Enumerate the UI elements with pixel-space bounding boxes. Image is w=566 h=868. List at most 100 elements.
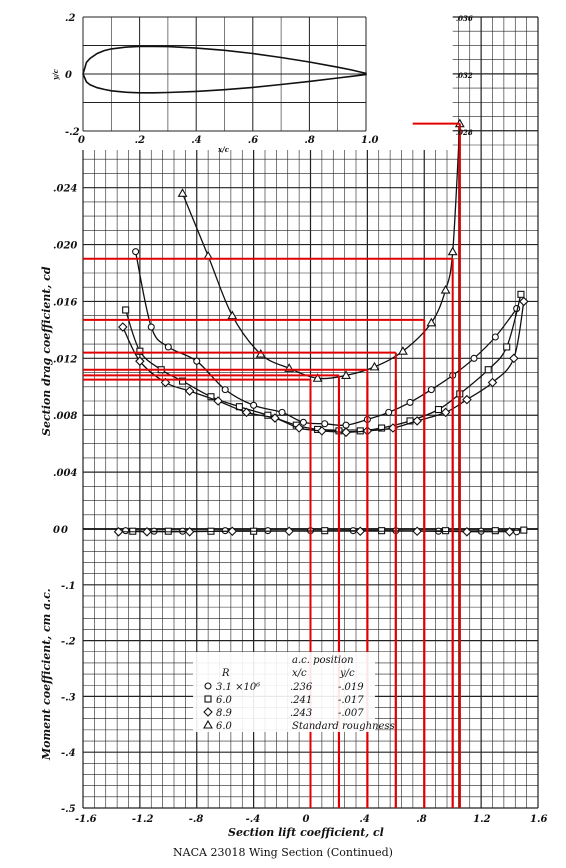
legend-yc: -.019: [338, 682, 364, 693]
drag-point-diamond: [184, 386, 195, 396]
drag-point-circle: [491, 333, 499, 341]
profile-y-tick: 0: [65, 70, 72, 81]
x-tick: -1.2: [132, 814, 154, 825]
profile-x-tick: .2: [135, 135, 145, 146]
legend-marker-diamond: [203, 707, 213, 717]
profile-x-tick: 1.0: [361, 135, 378, 146]
moment-point-square: [491, 527, 499, 535]
drag-point-circle: [193, 357, 201, 365]
drag-point-triangle: [177, 188, 188, 197]
drag-point-triangle: [312, 373, 323, 382]
profile-x-tick: .8: [304, 135, 314, 146]
legend-header-xc: x/c: [292, 668, 307, 679]
moment-point-diamond: [142, 527, 152, 537]
legend-header-yc: y/c: [339, 668, 355, 679]
moment-point-diamond: [184, 527, 195, 537]
moment-tick: -.4: [61, 748, 76, 759]
drag-point-square: [136, 347, 144, 355]
drag-point-square: [503, 343, 511, 351]
red-annotation-lines: [83, 122, 461, 808]
drag-point-diamond: [135, 356, 145, 366]
profile-x-tick: 0: [78, 135, 85, 146]
drag-point-square: [378, 424, 386, 432]
drag-tick: .020: [53, 241, 77, 252]
drag-point-triangle: [447, 246, 458, 256]
drag-point-circle: [221, 386, 229, 394]
drag-point-circle: [147, 323, 155, 331]
moment-point-circle: [122, 527, 130, 535]
drag-point-square: [434, 405, 443, 414]
profile-y-label: y/c: [51, 68, 60, 81]
moment-tick: -.1: [61, 581, 76, 592]
x-tick: 1.6: [530, 814, 547, 825]
moment-point-circle: [221, 527, 229, 535]
legend-yc: -.017: [338, 695, 364, 706]
legend-header-ac: a.c. position: [292, 655, 354, 666]
moment-tick: 0: [61, 525, 68, 536]
legend: a.c. position R x/c y/c 3.1 ×10⁶ .236 -.01…: [193, 652, 395, 732]
moment-point-square: [129, 527, 137, 535]
legend-xc: .243: [290, 708, 312, 719]
legend-yc: -.007: [338, 708, 364, 719]
moment-point-diamond: [113, 527, 124, 537]
moment-axis-label: Moment coefficient, cm a.c.: [40, 588, 53, 761]
drag-point-diamond: [118, 322, 128, 332]
drag-point-diamond: [519, 296, 529, 307]
legend-reynolds: 3.1 ×10⁶: [216, 682, 260, 693]
x-tick: -1.6: [75, 814, 97, 825]
profile-ticks: 0.2.4.6.8 1.0.20-.2: [65, 13, 378, 146]
moment-point-diamond: [355, 526, 366, 537]
x-tick: 1.2: [473, 814, 490, 825]
legend-xc: .241: [290, 695, 312, 706]
drag-point-circle: [250, 401, 258, 409]
moment-tick: -.2: [61, 637, 76, 648]
drag-point-triangle: [369, 361, 380, 371]
profile-grid: [82, 16, 367, 132]
drag-tick: .028: [456, 128, 473, 137]
moment-point-diamond: [504, 527, 515, 537]
drag-curve-square: [125, 294, 522, 432]
drag-point-square: [517, 290, 525, 298]
drag-point-circle: [427, 386, 435, 394]
drag-tick: .036: [456, 14, 473, 23]
drag-point-diamond: [487, 377, 498, 388]
drag-point-circle: [164, 343, 172, 351]
drag-point-triangle: [227, 310, 238, 320]
x-tick: .8: [416, 814, 426, 825]
drag-point-diamond: [341, 427, 351, 438]
drag-point-square: [484, 366, 492, 374]
moment-point-circle: [513, 528, 521, 536]
drag-tick: .024: [53, 184, 77, 195]
drag-point-diamond: [213, 396, 223, 406]
drag-point-circle: [470, 354, 478, 362]
moment-point-square: [378, 527, 386, 535]
drag-point-diamond: [440, 407, 451, 418]
drag-point-square: [178, 377, 187, 385]
drag-point-diamond: [462, 394, 472, 405]
drag-tick: 0: [53, 525, 60, 536]
legend-rows: 3.1 ×10⁶ .236 -.019 6.0 .241 -.017 8.9 .243 -.00…: [203, 682, 395, 732]
drag-point-diamond: [241, 407, 252, 418]
x-tick: -.4: [246, 814, 261, 825]
profile-x-label: x/c: [217, 145, 230, 154]
legend-marker-circle: [204, 682, 212, 690]
profile-x-tick: .4: [191, 135, 201, 146]
legend-xc: .236: [290, 682, 313, 693]
drag-point-circle: [299, 418, 307, 426]
legend-reynolds: 6.0: [216, 695, 233, 706]
legend-reynolds: 8.9: [216, 708, 233, 719]
legend-marker-square: [204, 695, 212, 703]
airfoil-profile-plot: 0.2.4.6.8 1.0.20-.2 x/c y/c: [51, 13, 378, 154]
drag-point-diamond: [509, 353, 519, 364]
drag-point-square: [264, 411, 272, 419]
airfoil-outline: [82, 45, 367, 94]
drag-curves: [118, 118, 529, 438]
drag-axis-label: Section drag coefficient, cd: [40, 266, 53, 436]
drag-tick: .012: [53, 354, 77, 365]
moment-point-square: [442, 527, 450, 535]
profile-y-tick: .2: [65, 13, 75, 24]
legend-background: [193, 652, 375, 732]
drag-tick: .004: [53, 468, 77, 479]
drag-point-square: [122, 306, 130, 314]
